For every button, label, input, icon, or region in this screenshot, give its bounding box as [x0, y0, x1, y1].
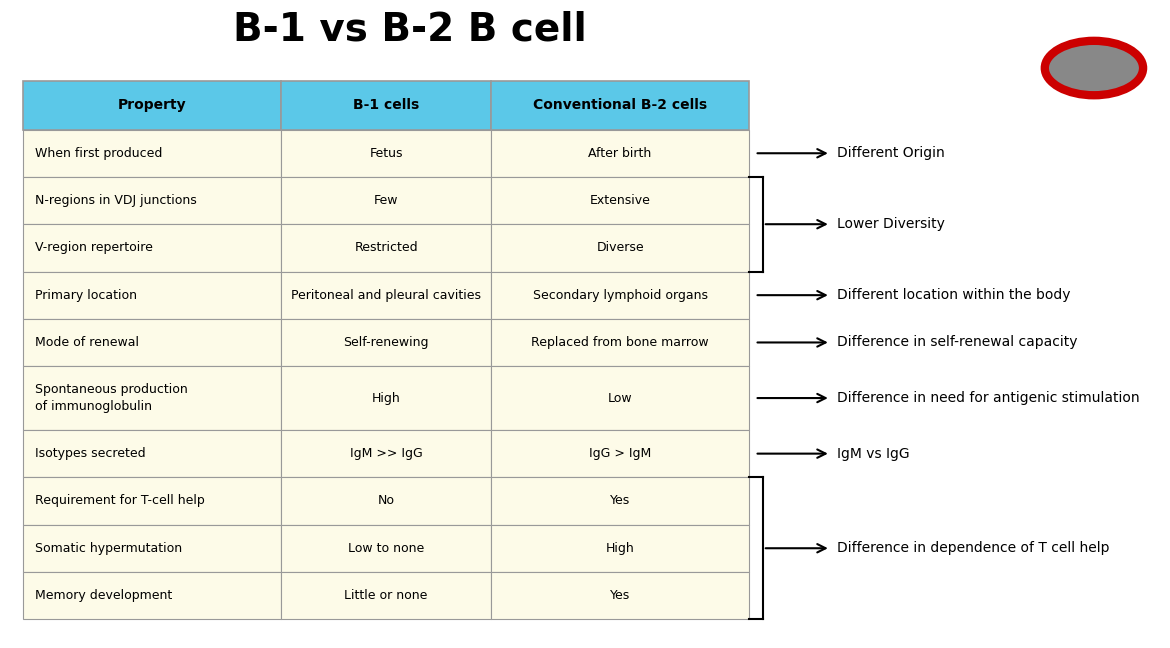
- Text: Somatic hypermutation: Somatic hypermutation: [35, 542, 183, 555]
- Text: Yes: Yes: [610, 589, 631, 602]
- Text: Difference in dependence of T cell help: Difference in dependence of T cell help: [837, 541, 1109, 555]
- Text: Requirement for T-cell help: Requirement for T-cell help: [35, 494, 205, 507]
- Text: Low: Low: [607, 391, 633, 404]
- Text: Low to none: Low to none: [347, 542, 425, 555]
- Text: Fetus: Fetus: [370, 146, 402, 160]
- Text: High: High: [606, 542, 634, 555]
- Text: Different Origin: Different Origin: [837, 146, 944, 160]
- Text: Different location within the body: Different location within the body: [837, 288, 1071, 302]
- Text: B-1 vs B-2 B cell: B-1 vs B-2 B cell: [233, 10, 586, 48]
- Text: Conventional B-2 cells: Conventional B-2 cells: [534, 98, 707, 112]
- Text: Lower Diversity: Lower Diversity: [837, 217, 944, 231]
- Text: V-region repertoire: V-region repertoire: [35, 241, 153, 255]
- Text: Replaced from bone marrow: Replaced from bone marrow: [531, 336, 709, 349]
- Text: Isotypes secreted: Isotypes secreted: [35, 447, 146, 460]
- Text: Memory development: Memory development: [35, 589, 172, 602]
- Text: Difference in self-renewal capacity: Difference in self-renewal capacity: [837, 336, 1078, 349]
- Text: When first produced: When first produced: [35, 146, 163, 160]
- Text: Spontaneous production
of immunoglobulin: Spontaneous production of immunoglobulin: [35, 383, 188, 413]
- Text: B-1 cells: B-1 cells: [353, 98, 419, 112]
- Text: High: High: [372, 391, 400, 404]
- Text: Peritoneal and pleural cavities: Peritoneal and pleural cavities: [291, 288, 481, 302]
- Text: After birth: After birth: [589, 146, 652, 160]
- Text: Few: Few: [374, 194, 398, 207]
- Text: Difference in need for antigenic stimulation: Difference in need for antigenic stimula…: [837, 391, 1140, 405]
- Text: Property: Property: [118, 98, 186, 112]
- Text: IgM >> IgG: IgM >> IgG: [350, 447, 422, 460]
- Text: Restricted: Restricted: [355, 241, 418, 255]
- Text: Extensive: Extensive: [590, 194, 651, 207]
- Text: IgM vs IgG: IgM vs IgG: [837, 446, 909, 461]
- Text: Little or none: Little or none: [344, 589, 428, 602]
- Text: Self-renewing: Self-renewing: [343, 336, 429, 349]
- Text: Primary location: Primary location: [35, 288, 137, 302]
- Text: No: No: [378, 494, 394, 507]
- Text: Yes: Yes: [610, 494, 631, 507]
- Text: Diverse: Diverse: [597, 241, 644, 255]
- Text: Mode of renewal: Mode of renewal: [35, 336, 139, 349]
- Text: IgG > IgM: IgG > IgM: [589, 447, 652, 460]
- Text: N-regions in VDJ junctions: N-regions in VDJ junctions: [35, 194, 197, 207]
- Text: Secondary lymphoid organs: Secondary lymphoid organs: [532, 288, 708, 302]
